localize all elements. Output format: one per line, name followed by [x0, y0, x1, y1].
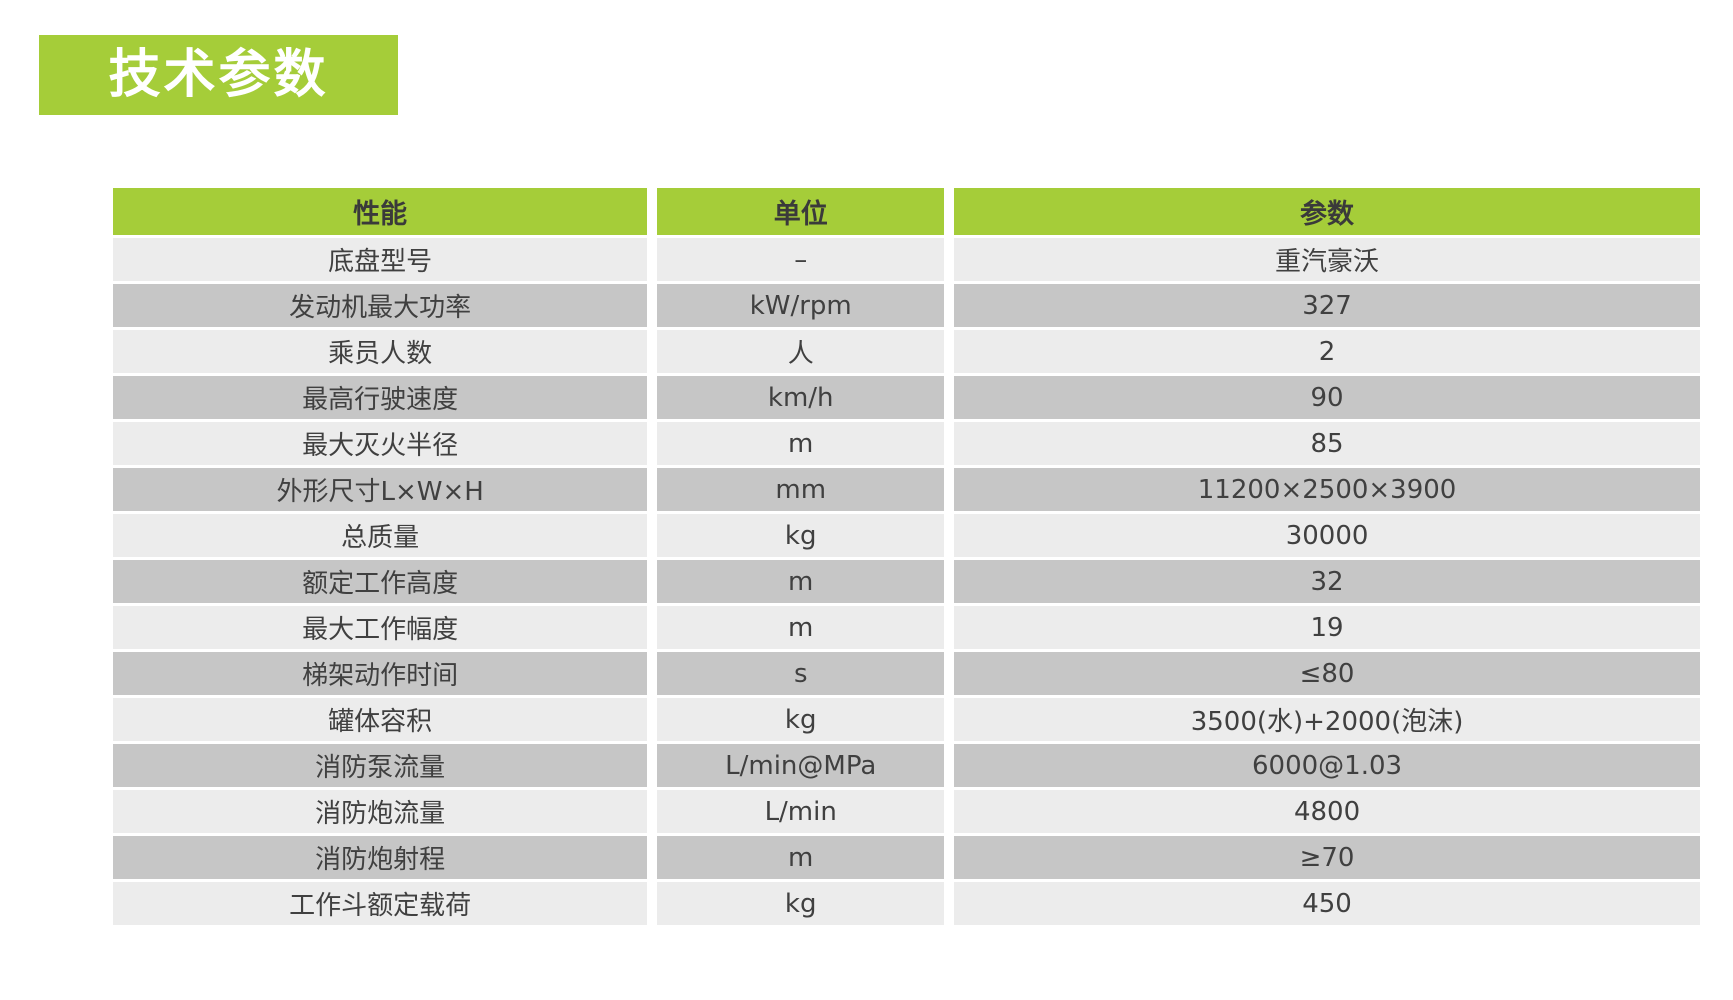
cell-value: 2 — [954, 327, 1700, 373]
cell-value: 85 — [954, 419, 1700, 465]
cell-value: ≥70 — [954, 833, 1700, 879]
table-row: 乘员人数人 2 — [113, 327, 1700, 373]
cell-property: 最高行驶速度 — [113, 373, 658, 419]
cell-property: 梯架动作时间 — [113, 649, 658, 695]
table-row: 梯架动作时间 s ≤80 — [113, 649, 1700, 695]
table-row: 外形尺寸L×W×H mm 11200×2500×3900 — [113, 465, 1700, 511]
table-row: 底盘型号 – 重汽豪沃 — [113, 235, 1700, 281]
section-title-badge: 技术参数 — [39, 35, 398, 115]
spec-table-head: 性能 单位 参数 — [113, 188, 1700, 235]
table-row: 最大工作幅度 m 19 — [113, 603, 1700, 649]
cell-value: 450 — [954, 879, 1700, 925]
cell-unit: m — [657, 603, 955, 649]
table-row: 罐体容积 kg 3500(水)+2000(泡沫) — [113, 695, 1700, 741]
cell-unit: m — [657, 557, 955, 603]
cell-unit: kW/rpm — [657, 281, 955, 327]
cell-unit: m — [657, 419, 955, 465]
cell-unit: L/min@MPa — [657, 741, 955, 787]
cell-unit: s — [657, 649, 955, 695]
cell-unit: L/min — [657, 787, 955, 833]
cell-property: 额定工作高度 — [113, 557, 658, 603]
cell-value: 重汽豪沃 — [954, 235, 1700, 281]
cell-value: 30000 — [954, 511, 1700, 557]
cell-property: 工作斗额定载荷 — [113, 879, 658, 925]
cell-value: 19 — [954, 603, 1700, 649]
cell-value: 327 — [954, 281, 1700, 327]
column-header-performance: 性能 — [113, 188, 658, 235]
table-row: 额定工作高度 m 32 — [113, 557, 1700, 603]
table-row: 消防泵流量 L/min@MPa 6000@1.03 — [113, 741, 1700, 787]
cell-value: 3500(水)+2000(泡沫) — [954, 695, 1700, 741]
cell-value: 32 — [954, 557, 1700, 603]
header-row: 性能 单位 参数 — [113, 188, 1700, 235]
cell-property: 乘员人数 — [113, 327, 658, 373]
table-row: 发动机最大功率 kW/rpm 327 — [113, 281, 1700, 327]
cell-value: ≤80 — [954, 649, 1700, 695]
cell-value: 4800 — [954, 787, 1700, 833]
cell-property: 消防炮射程 — [113, 833, 658, 879]
cell-property: 消防炮流量 — [113, 787, 658, 833]
cell-property: 发动机最大功率 — [113, 281, 658, 327]
column-header-parameter: 参数 — [954, 188, 1700, 235]
cell-property: 底盘型号 — [113, 235, 658, 281]
cell-property: 罐体容积 — [113, 695, 658, 741]
column-header-unit: 单位 — [657, 188, 955, 235]
cell-property: 外形尺寸L×W×H — [113, 465, 658, 511]
cell-property: 最大灭火半径 — [113, 419, 658, 465]
cell-property: 最大工作幅度 — [113, 603, 658, 649]
cell-property: 总质量 — [113, 511, 658, 557]
cell-unit: mm — [657, 465, 955, 511]
cell-value: 90 — [954, 373, 1700, 419]
table-row: 最大灭火半径 m 85 — [113, 419, 1700, 465]
cell-unit: kg — [657, 695, 955, 741]
cell-value: 11200×2500×3900 — [954, 465, 1700, 511]
cell-property: 消防泵流量 — [113, 741, 658, 787]
cell-unit: – — [657, 235, 955, 281]
cell-unit: m — [657, 833, 955, 879]
cell-value: 6000@1.03 — [954, 741, 1700, 787]
table-row: 工作斗额定载荷 kg 450 — [113, 879, 1700, 925]
cell-unit: km/h — [657, 373, 955, 419]
section-title: 技术参数 — [108, 45, 329, 105]
table-row: 消防炮流量 L/min 4800 — [113, 787, 1700, 833]
spec-table-body: 底盘型号 – 重汽豪沃 发动机最大功率 kW/rpm 327 乘员人数人 2 最高行驶速度 km/… — [113, 235, 1700, 925]
spec-table: 性能 单位 参数 底盘型号 – 重汽豪沃 发动机最大功率 kW/rpm 327 乘员人数人 2 最高… — [113, 188, 1700, 925]
cell-unit: kg — [657, 879, 955, 925]
cell-unit: 人 — [657, 327, 955, 373]
table-row: 消防炮射程 m ≥70 — [113, 833, 1700, 879]
table-row: 总质量 kg 30000 — [113, 511, 1700, 557]
table-row: 最高行驶速度 km/h 90 — [113, 373, 1700, 419]
cell-unit: kg — [657, 511, 955, 557]
